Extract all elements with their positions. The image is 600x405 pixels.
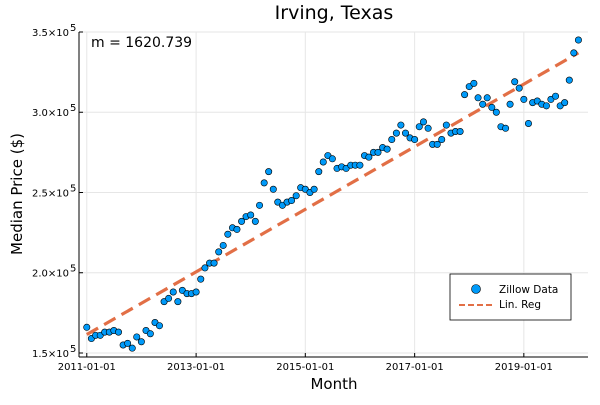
data-point <box>265 168 273 176</box>
x-axis-title: Month <box>310 375 357 393</box>
data-point <box>470 79 478 87</box>
x-tick-label: 2015-01-01 <box>276 362 334 373</box>
data-point <box>356 161 364 169</box>
data-point <box>574 36 582 44</box>
data-point <box>570 49 578 57</box>
data-point <box>215 248 223 256</box>
scatter-series <box>83 36 582 352</box>
data-point <box>292 192 300 200</box>
y-tick-label: 3.0×10 <box>32 108 69 119</box>
data-point <box>419 118 427 126</box>
data-point <box>415 123 423 131</box>
data-point <box>488 103 496 111</box>
chart-title: Irving, Texas <box>275 2 394 24</box>
ticks: 2011-01-01 2013-01-01 2015-01-01 2017-01-01… <box>32 23 553 373</box>
data-point <box>197 275 205 283</box>
data-point <box>247 211 255 219</box>
data-point <box>397 121 405 129</box>
data-point <box>269 185 277 193</box>
data-point <box>256 201 264 209</box>
data-point <box>165 294 173 302</box>
slope-annotation: m = 1620.739 <box>91 35 192 51</box>
data-point <box>438 136 446 144</box>
y-tick-label: 1.5×10 <box>32 349 69 360</box>
data-point <box>114 328 122 336</box>
data-point <box>315 168 323 176</box>
data-point <box>192 288 200 296</box>
data-point <box>524 119 532 127</box>
data-point <box>310 185 318 193</box>
y-tick-exponent: 5 <box>70 264 76 275</box>
data-point <box>433 140 441 148</box>
data-point <box>520 95 528 103</box>
data-point <box>260 179 268 187</box>
data-point <box>402 129 410 137</box>
data-point <box>511 78 519 86</box>
data-point <box>506 100 514 108</box>
data-point <box>483 94 491 102</box>
data-point <box>515 84 523 92</box>
data-point <box>388 136 396 144</box>
data-point <box>251 217 259 225</box>
legend-box <box>449 273 572 321</box>
data-point <box>233 225 241 233</box>
data-point <box>133 333 141 341</box>
data-point <box>128 344 136 352</box>
y-tick-label: 2.5×10 <box>32 188 69 199</box>
data-point <box>561 99 569 107</box>
data-point <box>542 102 550 110</box>
data-point <box>210 259 218 267</box>
y-tick-label: 2.0×10 <box>32 269 69 280</box>
data-point <box>124 339 132 347</box>
y-axis-title: Median Price ($) <box>8 133 26 255</box>
x-tick-label: 2019-01-01 <box>495 362 553 373</box>
data-point <box>552 92 560 100</box>
data-point <box>146 330 154 338</box>
data-point <box>83 323 91 331</box>
x-tick-label: 2013-01-01 <box>167 362 225 373</box>
y-tick-exponent: 5 <box>70 23 76 34</box>
data-point <box>328 155 336 163</box>
data-point <box>456 128 464 136</box>
data-point <box>502 124 510 132</box>
data-point <box>365 153 373 161</box>
data-point <box>201 264 209 272</box>
data-point <box>319 158 327 166</box>
data-point <box>169 288 177 296</box>
data-point <box>479 100 487 108</box>
legend-marker-zillow <box>471 284 481 294</box>
legend-label-linreg: Lin. Reg <box>499 299 541 311</box>
y-tick-label: 3.5×10 <box>32 28 69 39</box>
y-tick-exponent: 5 <box>70 103 76 114</box>
data-point <box>392 129 400 137</box>
data-point <box>219 241 227 249</box>
x-tick-label: 2017-01-01 <box>386 362 444 373</box>
data-point <box>474 94 482 102</box>
data-point <box>238 217 246 225</box>
data-point <box>155 322 163 330</box>
legend-label-zillow: Zillow Data <box>499 284 558 296</box>
data-point <box>383 145 391 153</box>
grid-lines <box>79 31 588 357</box>
data-point <box>442 121 450 129</box>
axes <box>78 32 588 358</box>
data-point <box>288 197 296 205</box>
data-point <box>492 108 500 116</box>
legend: Zillow Data Lin. Reg <box>449 273 572 321</box>
data-point <box>411 136 419 144</box>
regression-line <box>85 51 580 336</box>
data-point <box>374 148 382 156</box>
data-point <box>565 76 573 84</box>
x-tick-label: 2011-01-01 <box>58 362 116 373</box>
data-point <box>137 338 145 346</box>
data-point <box>174 298 182 306</box>
y-tick-exponent: 5 <box>70 344 76 355</box>
data-point <box>461 91 469 99</box>
regression-series <box>85 51 580 336</box>
data-point <box>224 230 232 238</box>
y-tick-exponent: 5 <box>70 183 76 194</box>
data-point <box>424 124 432 132</box>
